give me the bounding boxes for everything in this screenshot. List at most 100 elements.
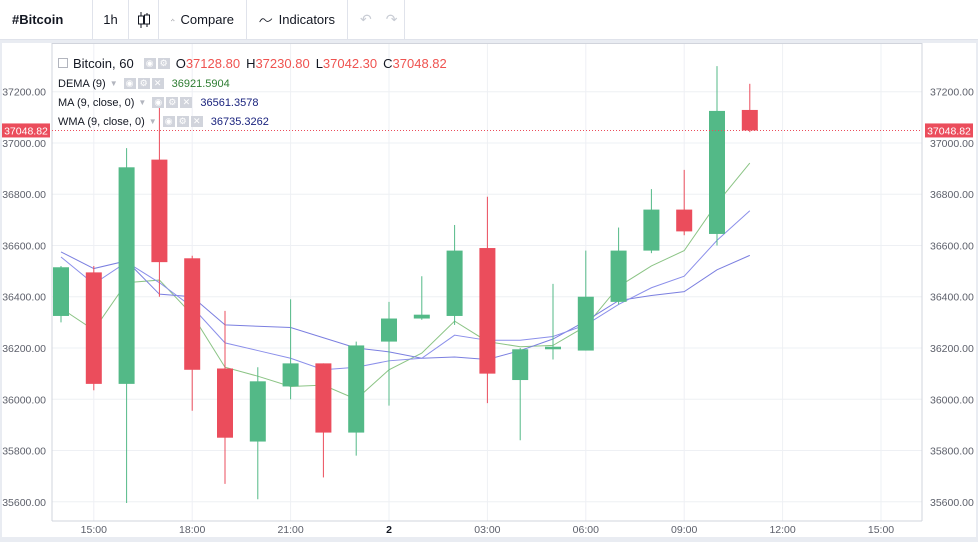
high-label: H <box>246 56 255 71</box>
candle-body <box>643 210 659 251</box>
indicator-value: 36735.3262 <box>211 116 269 128</box>
candle-body <box>447 251 463 316</box>
close-icon[interactable]: ✕ <box>191 116 203 127</box>
y-tick-label-left: 37000.00 <box>2 138 46 150</box>
x-tick-label: 12:00 <box>769 524 795 536</box>
compare-icon <box>171 11 175 29</box>
y-tick-label-right: 37200.00 <box>930 87 974 99</box>
candle-body <box>414 315 430 319</box>
candle-body <box>676 210 692 232</box>
candle-body <box>545 347 561 350</box>
legend-title: Bitcoin, 60 <box>73 56 134 71</box>
candle-body <box>217 369 233 438</box>
candles <box>53 66 758 503</box>
indicator-name: MA (9, close, 0) <box>58 97 134 109</box>
y-tick-label-right: 35800.00 <box>930 446 974 458</box>
x-tick-label: 18:00 <box>179 524 205 536</box>
legend-indicator-ma: MA (9, close, 0) ▼ ◉⚙✕ 36561.3578 <box>58 93 447 112</box>
y-tick-label-left: 35800.00 <box>2 446 46 458</box>
x-tick-label: 15:00 <box>868 524 894 536</box>
close-icon[interactable]: ✕ <box>180 97 192 108</box>
eye-icon[interactable]: ◉ <box>152 97 164 108</box>
top-toolbar: #Bitcoin 1h Compare Indicators ↶ ↷ <box>0 0 978 40</box>
symbol-search-button[interactable]: #Bitcoin <box>0 0 93 40</box>
settings-icon[interactable]: ⚙ <box>166 97 178 108</box>
undo-icon[interactable]: ↶ <box>360 11 372 28</box>
interval-button[interactable]: 1h <box>93 0 129 40</box>
candle-body <box>53 267 69 316</box>
chevron-down-icon[interactable]: ▼ <box>149 117 157 126</box>
y-tick-label-left: 36400.00 <box>2 292 46 304</box>
compare-button[interactable]: Compare <box>159 0 247 40</box>
y-tick-label-left: 37200.00 <box>2 87 46 99</box>
y-tick-label-left: 35600.00 <box>2 497 46 509</box>
series-line-ma <box>61 252 750 360</box>
high-value: 37230.80 <box>255 56 309 71</box>
price-label-left: 37048.82 <box>4 125 48 137</box>
chevron-down-icon[interactable]: ▼ <box>138 98 146 107</box>
x-tick-label: 09:00 <box>671 524 697 536</box>
price-label-right: 37048.82 <box>927 125 971 137</box>
x-tick-label: 06:00 <box>573 524 599 536</box>
compare-label: Compare <box>181 12 234 27</box>
candle-body <box>381 319 397 342</box>
candle-body <box>315 363 331 432</box>
chart-style-button[interactable] <box>129 0 159 40</box>
indicators-icon <box>259 14 273 26</box>
candle-body <box>283 363 299 386</box>
indicator-name: WMA (9, close, 0) <box>58 116 145 128</box>
close-label: C <box>383 56 392 71</box>
candle-body <box>151 160 167 263</box>
candle-body <box>742 110 758 130</box>
y-tick-label-right: 36200.00 <box>930 343 974 355</box>
settings-icon[interactable]: ⚙ <box>138 78 150 89</box>
indicators-button[interactable]: Indicators <box>247 0 348 40</box>
eye-icon[interactable]: ◉ <box>124 78 136 89</box>
y-tick-label-right: 36400.00 <box>930 292 974 304</box>
candle-body <box>250 381 266 441</box>
redo-icon[interactable]: ↷ <box>386 11 398 28</box>
y-tick-label-left: 36800.00 <box>2 189 46 201</box>
close-icon[interactable]: ✕ <box>152 78 164 89</box>
eye-icon[interactable]: ◉ <box>163 116 175 127</box>
eye-icon[interactable]: ◉ <box>144 58 156 69</box>
y-tick-label-left: 36000.00 <box>2 394 46 406</box>
low-label: L <box>316 56 323 71</box>
collapse-legend-icon[interactable] <box>58 58 68 68</box>
candle-body <box>512 349 528 380</box>
settings-icon[interactable]: ⚙ <box>158 58 170 69</box>
x-tick-label: 2 <box>386 524 392 536</box>
indicators-label: Indicators <box>279 12 335 27</box>
y-tick-label-right: 36800.00 <box>930 189 974 201</box>
candle-body <box>611 251 627 302</box>
indicator-value: 36921.5904 <box>172 78 230 90</box>
undo-redo-group: ↶ ↷ <box>348 0 405 40</box>
candle-body <box>709 111 725 234</box>
legend-indicator-wma: WMA (9, close, 0) ▼ ◉⚙✕ 36735.3262 <box>58 112 447 131</box>
y-tick-label-right: 36000.00 <box>930 394 974 406</box>
candle-body <box>578 297 594 351</box>
chevron-down-icon[interactable]: ▼ <box>110 79 118 88</box>
candle-body <box>479 248 495 374</box>
candle-body <box>348 345 364 432</box>
indicator-name: DEMA (9) <box>58 78 106 90</box>
x-tick-label: 15:00 <box>81 524 107 536</box>
x-tick-label: 03:00 <box>474 524 500 536</box>
settings-icon[interactable]: ⚙ <box>177 116 189 127</box>
low-value: 37042.30 <box>323 56 377 71</box>
x-tick-label: 21:00 <box>277 524 303 536</box>
candle-body <box>86 272 102 383</box>
y-tick-label-right: 36600.00 <box>930 240 974 252</box>
open-label: O <box>176 56 186 71</box>
y-tick-label-left: 36200.00 <box>2 343 46 355</box>
y-tick-label-right: 35600.00 <box>930 497 974 509</box>
y-tick-label-right: 37000.00 <box>930 138 974 150</box>
indicator-value: 36561.3578 <box>200 97 258 109</box>
legend-indicator-dema: DEMA (9) ▼ ◉⚙✕ 36921.5904 <box>58 74 447 93</box>
candles-icon <box>137 11 151 29</box>
y-tick-label-left: 36600.00 <box>2 240 46 252</box>
open-value: 37128.80 <box>186 56 240 71</box>
close-value: 37048.82 <box>393 56 447 71</box>
